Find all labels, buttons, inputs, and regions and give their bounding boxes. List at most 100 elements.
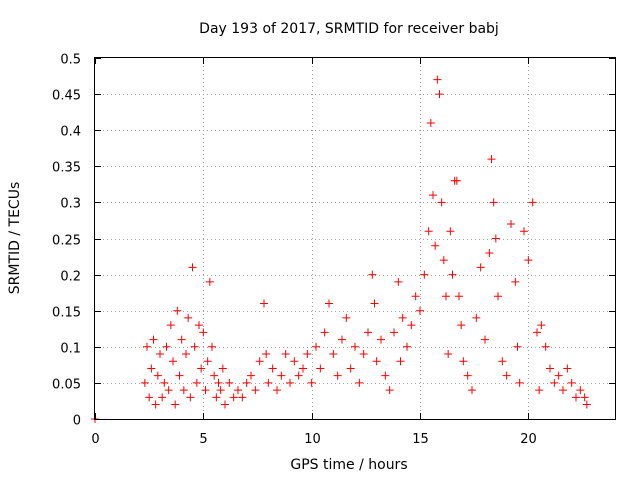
data-point xyxy=(576,386,585,395)
data-points xyxy=(91,75,591,423)
data-point xyxy=(420,270,429,279)
data-point xyxy=(563,364,572,373)
data-point xyxy=(203,357,212,366)
data-point xyxy=(346,364,355,373)
data-point xyxy=(580,393,589,402)
data-point xyxy=(164,386,173,395)
x-tick-label: 20 xyxy=(520,432,537,447)
data-point xyxy=(212,393,221,402)
data-point xyxy=(582,400,591,409)
data-point xyxy=(502,371,511,380)
data-point xyxy=(242,378,251,387)
y-tick-label: 0.1 xyxy=(60,342,81,357)
data-point xyxy=(426,118,435,127)
data-point xyxy=(158,393,167,402)
data-point xyxy=(299,364,307,373)
data-point xyxy=(320,328,329,337)
data-point xyxy=(457,321,466,330)
x-tick-labels: 0 5 10 15 20 xyxy=(91,432,536,447)
data-point xyxy=(444,350,453,359)
x-tick-label: 5 xyxy=(199,432,207,447)
data-point xyxy=(390,328,398,337)
y-tick-label: 0.45 xyxy=(52,89,81,104)
axis-ticks xyxy=(95,58,615,420)
data-point xyxy=(416,306,424,315)
data-point xyxy=(229,393,238,402)
y-tick-label: 0.5 xyxy=(60,53,81,68)
data-point xyxy=(489,198,498,207)
y-tick-label: 0.15 xyxy=(52,306,81,321)
data-point xyxy=(338,335,346,344)
data-point xyxy=(559,386,567,395)
data-point xyxy=(550,378,559,387)
x-tick-label: 10 xyxy=(304,432,321,447)
y-tick-label: 0.25 xyxy=(52,234,81,249)
y-tick-label: 0.35 xyxy=(52,161,81,176)
data-point xyxy=(264,378,273,387)
data-point xyxy=(166,321,175,330)
data-point xyxy=(162,342,171,351)
data-point xyxy=(442,292,450,301)
data-point xyxy=(273,386,281,395)
data-point xyxy=(221,400,229,409)
data-point xyxy=(533,328,541,337)
data-point xyxy=(262,350,271,359)
y-tick-label: 0.3 xyxy=(60,197,81,212)
data-point xyxy=(535,386,544,395)
y-tick-labels: 0 0.05 0.1 0.15 0.2 0.25 0.3 0.35 0.4 0.45 0.5 xyxy=(52,53,81,429)
data-point xyxy=(439,256,448,265)
data-point xyxy=(210,371,219,380)
data-point xyxy=(524,256,533,265)
data-point xyxy=(143,342,151,351)
y-tick-label: 0.05 xyxy=(52,378,81,393)
data-point xyxy=(546,364,554,373)
y-tick-label: 0.2 xyxy=(60,270,81,285)
data-point xyxy=(149,335,158,344)
data-point xyxy=(431,241,440,250)
data-point xyxy=(247,371,255,380)
data-point xyxy=(407,321,416,330)
data-point xyxy=(537,321,546,330)
data-point xyxy=(446,227,455,236)
data-point xyxy=(208,342,216,351)
data-point xyxy=(173,306,182,315)
data-point xyxy=(171,400,180,409)
data-point xyxy=(316,364,325,373)
x-axis-title: GPS time / hours xyxy=(290,457,407,473)
data-point xyxy=(554,371,563,380)
data-point xyxy=(459,357,468,366)
data-point xyxy=(355,378,364,387)
data-point xyxy=(255,357,264,366)
data-point xyxy=(435,90,444,99)
data-point xyxy=(455,292,463,301)
data-point xyxy=(481,335,489,344)
data-point xyxy=(277,371,286,380)
data-point xyxy=(182,350,190,359)
data-point xyxy=(511,277,520,286)
data-point xyxy=(145,393,154,402)
data-point xyxy=(485,248,494,257)
data-point xyxy=(567,378,576,387)
data-point xyxy=(225,378,234,387)
data-point xyxy=(294,371,303,380)
data-point xyxy=(234,386,242,395)
data-point xyxy=(424,227,433,236)
data-point xyxy=(238,393,247,402)
data-point xyxy=(179,386,188,395)
data-point xyxy=(476,263,485,272)
data-point xyxy=(325,299,333,308)
data-point xyxy=(572,393,580,402)
data-point xyxy=(507,220,515,229)
data-point xyxy=(342,313,351,322)
y-axis-title: SRMTID / TECUs xyxy=(7,182,23,295)
data-point xyxy=(370,299,379,308)
data-point xyxy=(140,378,149,387)
data-point xyxy=(312,342,320,351)
y-tick-label: 0 xyxy=(73,414,81,429)
data-point xyxy=(177,335,186,344)
data-point xyxy=(398,313,407,322)
data-point xyxy=(218,364,227,373)
data-point xyxy=(169,357,177,366)
data-point xyxy=(364,328,372,337)
